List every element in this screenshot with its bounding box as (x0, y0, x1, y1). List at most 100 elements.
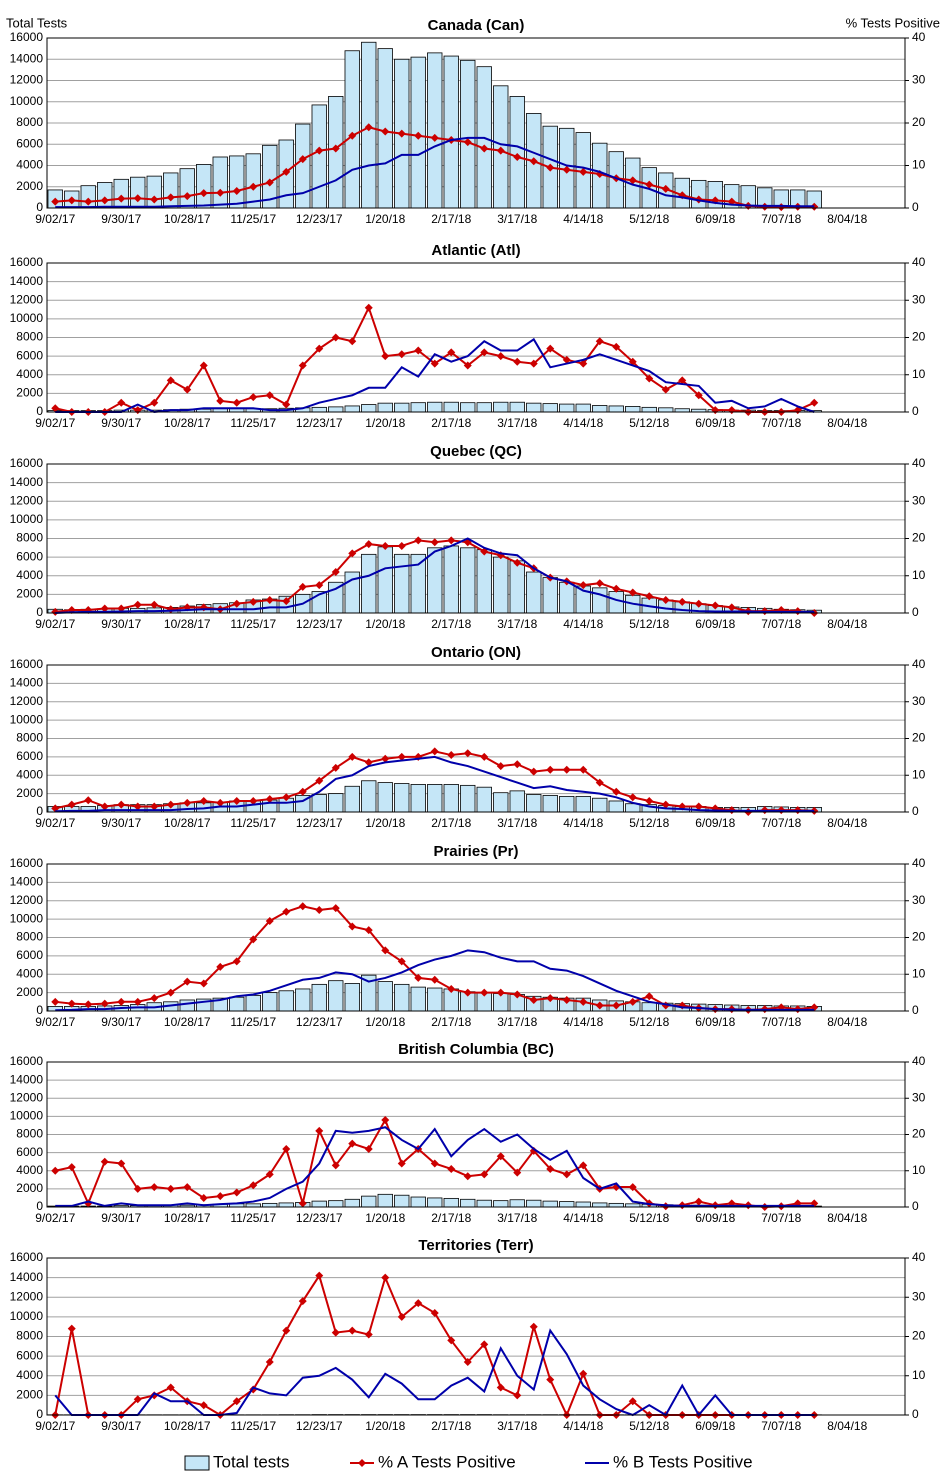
x-tick-label: 9/30/17 (101, 212, 141, 226)
y2-tick-label: 30 (912, 493, 926, 507)
data-point (414, 973, 423, 982)
y-tick-label: 16000 (10, 1054, 44, 1068)
data-point (381, 1116, 390, 1124)
data-point (150, 195, 159, 204)
data-point (447, 751, 456, 760)
data-point (579, 359, 588, 368)
x-tick-label: 4/14/18 (563, 416, 603, 430)
bar (542, 403, 558, 413)
plot-frame (46, 664, 906, 813)
data-point (249, 182, 258, 191)
x-tick-label: 6/09/18 (695, 416, 735, 430)
bar (245, 994, 261, 1012)
data-point (265, 595, 274, 604)
data-point (430, 538, 439, 547)
data-point (249, 796, 258, 805)
x-tick-label: 3/17/18 (497, 1015, 537, 1029)
panel-title: Prairies (Pr) (433, 843, 518, 860)
y-tick-label: 6000 (16, 1348, 43, 1362)
bar (179, 168, 195, 209)
data-point (661, 385, 670, 394)
x-tick-label: 1/20/18 (365, 816, 405, 830)
data-point (199, 796, 208, 805)
y-tick-label: 4000 (16, 767, 43, 781)
y2-tick-label: 40 (912, 1250, 926, 1264)
data-point (579, 1369, 588, 1378)
y-tick-label: 4000 (16, 1163, 43, 1177)
data-point (595, 778, 604, 787)
data-point (612, 787, 621, 796)
bar (493, 556, 509, 614)
bar (394, 402, 410, 413)
bar (262, 992, 278, 1012)
data-point (298, 902, 307, 911)
data-point (348, 1139, 357, 1148)
bar (509, 560, 525, 614)
data-point (562, 355, 571, 364)
data-point (447, 984, 456, 993)
bar (443, 401, 459, 413)
y-tick-label: 10000 (10, 712, 44, 726)
y-tick-label: 2000 (16, 786, 43, 800)
data-point (265, 1170, 274, 1179)
bar (278, 990, 294, 1012)
bar (427, 784, 443, 813)
bar (113, 178, 129, 209)
data-point (678, 376, 687, 385)
x-tick-label: 9/02/17 (35, 617, 75, 631)
data-point (595, 337, 604, 346)
x-tick-label: 10/28/17 (164, 416, 211, 430)
data-point (133, 802, 142, 811)
y2-tick-label: 40 (912, 1054, 926, 1068)
data-point (694, 391, 703, 400)
y-tick-label: 8000 (16, 930, 43, 944)
bar (410, 553, 426, 614)
panel-title: Atlantic (Atl) (431, 242, 520, 259)
data-point (562, 165, 571, 174)
y-tick-label: 4000 (16, 568, 43, 582)
data-point (463, 1358, 472, 1367)
x-tick-label: 10/28/17 (164, 1211, 211, 1225)
y-tick-label: 8000 (16, 330, 43, 344)
data-point (216, 798, 225, 807)
data-point (480, 752, 489, 761)
data-point (645, 180, 654, 189)
bar (344, 50, 360, 209)
data-point (117, 1159, 126, 1168)
data-point (529, 359, 538, 368)
bar (344, 983, 360, 1012)
data-point (282, 907, 291, 916)
x-tick-label: 12/23/17 (296, 212, 343, 226)
data-point (463, 988, 472, 997)
data-point (331, 568, 340, 577)
x-tick-label: 2/17/18 (431, 816, 471, 830)
y-tick-label: 14000 (10, 475, 44, 489)
data-point (480, 988, 489, 997)
bar (262, 1202, 278, 1208)
data-point (430, 1308, 439, 1317)
bar (229, 155, 245, 209)
x-tick-label: 9/02/17 (35, 1211, 75, 1225)
data-point (447, 536, 456, 545)
data-point (282, 400, 291, 409)
y-tick-label: 14000 (10, 51, 44, 65)
series-line (54, 1328, 815, 1417)
data-point (100, 604, 109, 613)
data-point (628, 793, 637, 802)
x-tick-label: 9/02/17 (35, 1419, 75, 1433)
y-tick-label: 12000 (10, 1090, 44, 1104)
data-point (232, 398, 241, 407)
data-point (315, 1126, 324, 1135)
data-point (678, 597, 687, 606)
bar (509, 790, 525, 813)
data-point (298, 582, 307, 591)
data-point (199, 1193, 208, 1202)
bar (377, 546, 393, 614)
x-tick-label: 4/14/18 (563, 816, 603, 830)
bar (377, 402, 393, 413)
data-point (529, 767, 538, 776)
y-tick-label: 0 (36, 1407, 43, 1421)
x-tick-label: 3/17/18 (497, 1211, 537, 1225)
y2-tick-label: 20 (912, 531, 926, 545)
data-point (199, 189, 208, 198)
